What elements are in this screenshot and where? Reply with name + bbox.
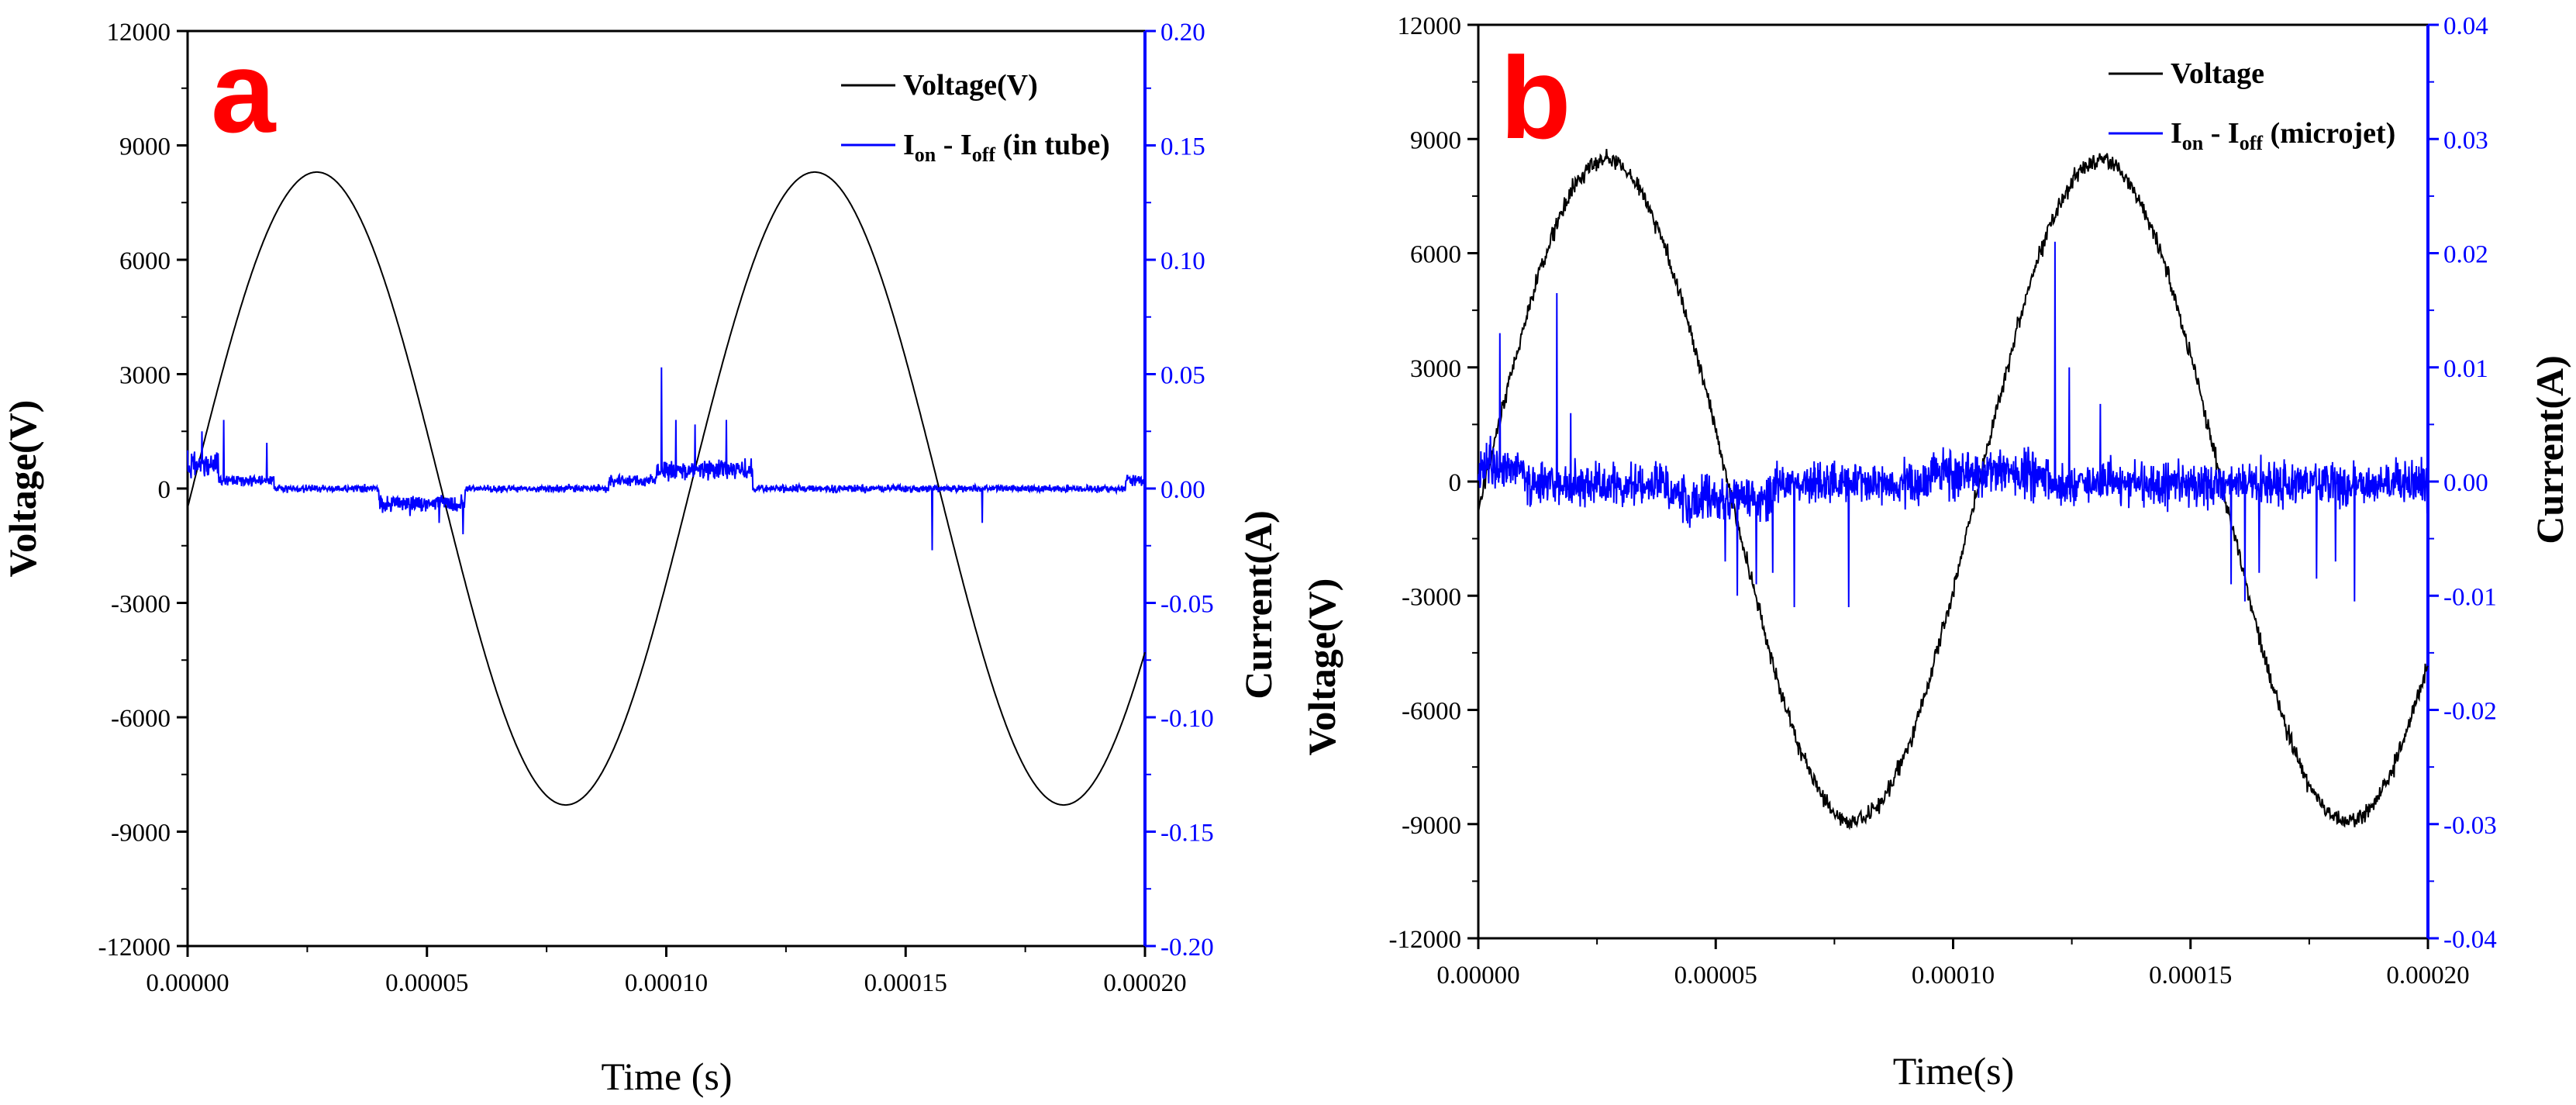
x-tick-label: 0.00005 <box>1674 962 1757 989</box>
x-tick-label: 0.00020 <box>2386 962 2469 989</box>
y-right-tick-label: -0.05 <box>1160 591 1214 619</box>
y-right-tick-label: 0.10 <box>1160 247 1205 275</box>
y-right-axis-title-b: Current(A) <box>2528 355 2571 544</box>
current-series-line <box>187 367 1146 551</box>
y-left-tick-label: -6000 <box>1402 698 1461 726</box>
y-right-tick-label: 0.05 <box>1160 362 1205 390</box>
y-left-tick-label: -9000 <box>111 820 171 848</box>
y-left-tick-label: -3000 <box>1402 583 1461 611</box>
y-right-tick-label: 0.04 <box>2443 12 2488 40</box>
y-right-tick-label: -0.20 <box>1160 934 1214 962</box>
y-left-tick-label: 6000 <box>1410 241 1461 269</box>
y-left-tick-label: 12000 <box>1398 12 1462 40</box>
y-right-tick-label: 0.02 <box>2443 241 2488 269</box>
x-tick-label: 0.00000 <box>146 969 229 997</box>
current-series-line <box>1478 241 2429 608</box>
legend-label-voltage: Voltage(V) <box>903 69 1038 102</box>
y-left-tick-label: -3000 <box>111 591 171 619</box>
y-left-tick-label: 0 <box>1449 469 1462 497</box>
y-right-tick-label: 0.03 <box>2443 126 2488 154</box>
y-left-tick-label: 0 <box>158 476 171 504</box>
x-tick-label: 0.00020 <box>1103 969 1186 997</box>
x-tick-label: 0.00015 <box>2149 962 2232 989</box>
y-right-tick-label: 0.20 <box>1160 19 1205 47</box>
x-tick-label: 0.00015 <box>864 969 947 997</box>
y-left-tick-labels-b: 12000 9000 6000 3000 0 -3000 -6000 -9000… <box>1389 12 1462 954</box>
y-left-axis-title-a: Voltage(V) <box>1 400 44 578</box>
y-right-tick-label: 0.00 <box>1160 476 1205 504</box>
x-axis-title-b: Time(s) <box>1893 1049 2015 1093</box>
y-right-tick-label: -0.01 <box>2443 583 2497 611</box>
y-left-tick-label: 12000 <box>107 19 171 47</box>
y-right-tick-label: 0.00 <box>2443 469 2488 497</box>
y-right-tick-label: -0.15 <box>1160 820 1214 848</box>
voltage-series-line <box>187 171 1146 806</box>
panel-label-a: a <box>211 26 277 157</box>
y-right-tick-label: 0.15 <box>1160 133 1205 161</box>
legend-label-current: Ion - Ioff (microjet) <box>2171 117 2395 154</box>
y-left-tick-label: 3000 <box>1410 355 1461 383</box>
y-right-tick-label: -0.04 <box>2443 926 2497 954</box>
y-left-axis-title-b: Voltage(V) <box>1300 578 1343 756</box>
legend-b: Voltage Ion - Ioff (microjet) <box>2109 57 2395 154</box>
y-left-tick-label: 9000 <box>119 133 171 161</box>
voltage-series-line <box>1478 149 2429 830</box>
y-left-tick-labels-a: 12000 9000 6000 3000 0 -3000 -6000 -9000… <box>98 19 171 962</box>
y-left-tick-label: 3000 <box>119 362 171 390</box>
x-tick-labels-a: 0.00000 0.00005 0.00010 0.00015 0.00020 <box>146 969 1186 997</box>
y-left-tick-label: -6000 <box>111 705 171 733</box>
y-left-tick-label: -9000 <box>1402 812 1461 840</box>
y-right-tick-label: -0.02 <box>2443 698 2497 726</box>
y-right-tick-label: -0.10 <box>1160 705 1214 733</box>
legend-label-current: Ion - Ioff (in tube) <box>903 129 1110 166</box>
x-tick-label: 0.00000 <box>1436 962 1519 989</box>
x-tick-label: 0.00010 <box>1912 962 1995 989</box>
y-right-tick-label: 0.01 <box>2443 355 2488 383</box>
y-right-tick-labels-b: 0.04 0.03 0.02 0.01 0.00 -0.01 -0.02 -0.… <box>2443 12 2497 954</box>
y-left-tick-label: 6000 <box>119 247 171 275</box>
y-right-tick-labels-a: 0.20 0.15 0.10 0.05 0.00 -0.05 -0.10 -0.… <box>1160 19 1214 962</box>
panel-label-b: b <box>1500 33 1571 163</box>
y-right-tick-label: -0.03 <box>2443 812 2497 840</box>
panel-b: 0.00000 0.00005 0.00010 0.00015 0.00020 … <box>1300 12 2571 1093</box>
x-axis-title-a: Time (s) <box>601 1055 732 1098</box>
y-left-tick-label: 9000 <box>1410 126 1461 154</box>
y-left-tick-label: -12000 <box>98 934 171 962</box>
legend-label-voltage: Voltage <box>2171 57 2264 90</box>
x-tick-label: 0.00005 <box>385 969 468 997</box>
y-left-tick-label: -12000 <box>1389 926 1462 954</box>
panel-a: 0.00000 0.00005 0.00010 0.00015 0.00020 … <box>1 19 1280 1098</box>
y-right-axis-title-a: Current(A) <box>1236 510 1280 699</box>
x-tick-label: 0.00010 <box>625 969 708 997</box>
legend-a: Voltage(V) Ion - Ioff (in tube) <box>841 69 1110 166</box>
x-tick-labels-b: 0.00000 0.00005 0.00010 0.00015 0.00020 <box>1436 962 2469 989</box>
